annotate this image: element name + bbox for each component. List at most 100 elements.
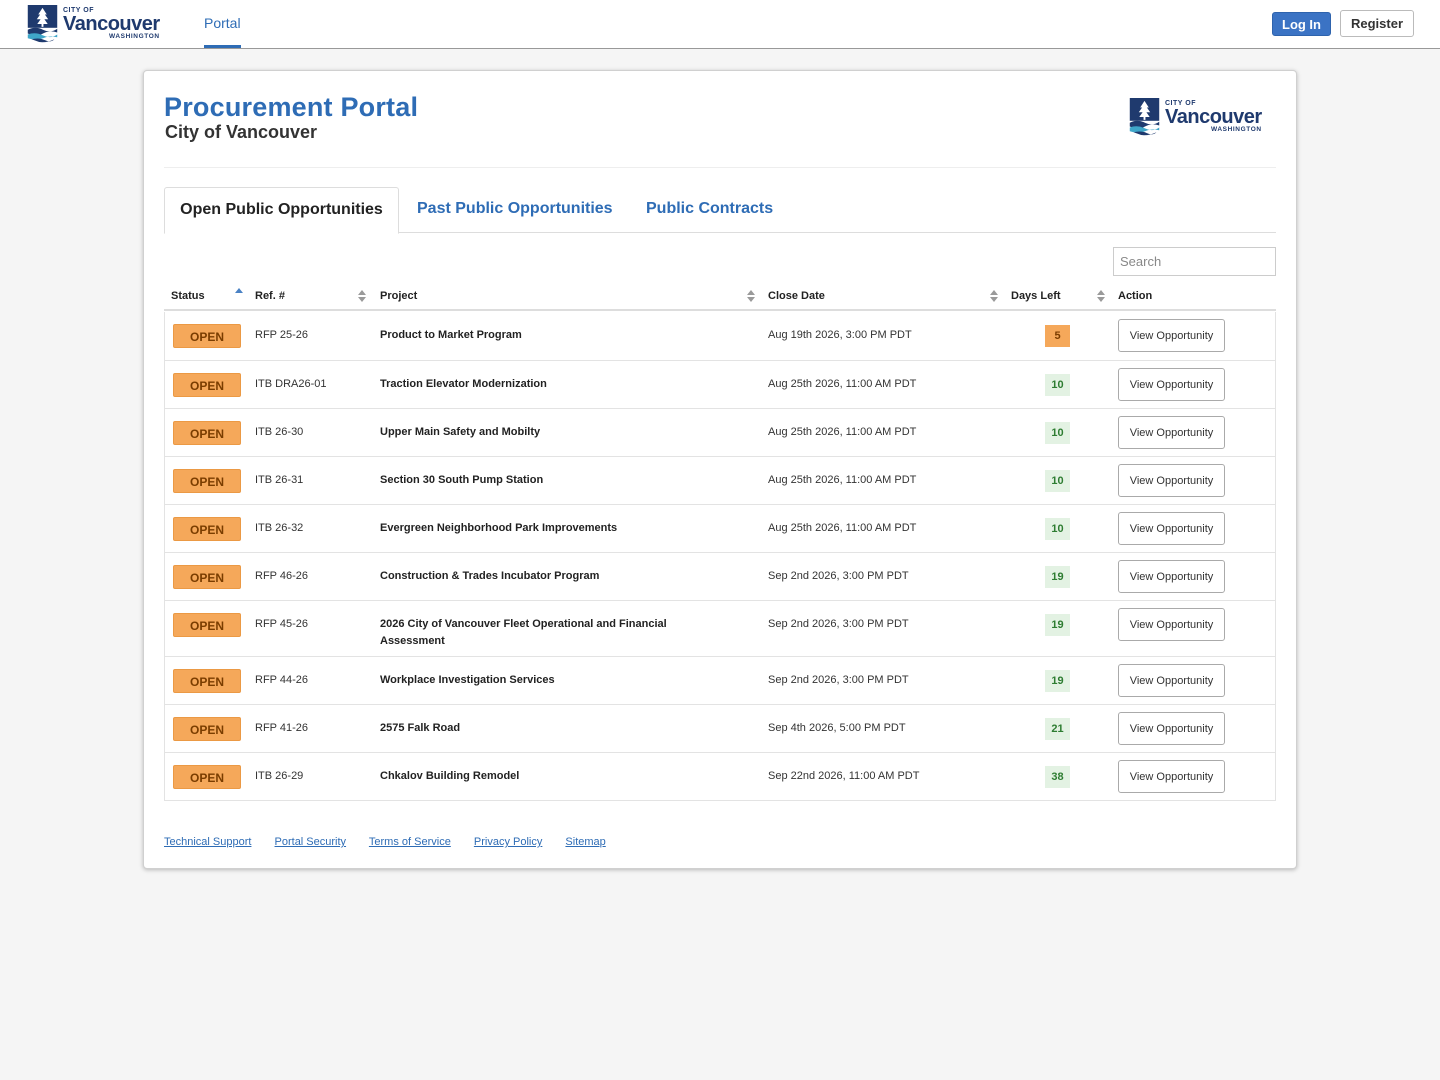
- tab-past-public-opportunities[interactable]: Past Public Opportunities: [417, 200, 613, 217]
- table-row: OPEN ITB 26-30 Upper Main Safety and Mobil…: [165, 408, 1275, 456]
- nav-portal[interactable]: Portal: [204, 0, 241, 48]
- header-divider: [164, 167, 1276, 168]
- days-left-badge: 5: [1045, 325, 1070, 347]
- ref-number: RFP 45-26: [255, 618, 308, 630]
- sort-asc-icon[interactable]: [235, 288, 243, 301]
- status-badge: OPEN: [173, 324, 241, 348]
- column-ref[interactable]: Ref. #: [255, 290, 285, 302]
- opportunity-tabs: Open Public Opportunities Past Public Op…: [164, 187, 1276, 234]
- logo-state: WASHINGTON: [109, 33, 160, 41]
- ref-number: ITB 26-31: [255, 474, 304, 486]
- view-opportunity-button[interactable]: View Opportunity: [1118, 512, 1225, 545]
- project-name: Product to Market Program: [380, 329, 522, 341]
- table-row: OPEN ITB DRA26-01 Traction Elevator Modern…: [165, 360, 1275, 408]
- view-opportunity-button[interactable]: View Opportunity: [1118, 368, 1225, 401]
- ref-number: RFP 25-26: [255, 329, 308, 341]
- city-logo[interactable]: CITY OF Vancouver WASHINGTON: [27, 5, 160, 43]
- footer-link-privacy-policy[interactable]: Privacy Policy: [473, 836, 543, 848]
- top-navbar: CITY OF Vancouver WASHINGTON Portal Log …: [0, 0, 1440, 49]
- register-button[interactable]: Register: [1340, 10, 1414, 37]
- project-name: Chkalov Building Remodel: [380, 770, 520, 782]
- view-opportunity-button[interactable]: View Opportunity: [1118, 608, 1225, 641]
- status-badge: OPEN: [173, 373, 241, 397]
- login-button[interactable]: Log In: [1272, 12, 1331, 36]
- ref-number: RFP 41-26: [255, 722, 308, 734]
- column-project[interactable]: Project: [380, 290, 418, 302]
- view-opportunity-button[interactable]: View Opportunity: [1118, 560, 1225, 593]
- column-status[interactable]: Status: [171, 290, 205, 302]
- page-title: Procurement Portal: [164, 92, 419, 122]
- view-opportunity-button[interactable]: View Opportunity: [1118, 760, 1225, 793]
- city-emblem-icon: [27, 5, 58, 43]
- project-name: Workplace Investigation Services: [380, 674, 555, 686]
- column-days-left[interactable]: Days Left: [1011, 290, 1061, 302]
- footer-link-terms-of-service[interactable]: Terms of Service: [368, 836, 451, 848]
- footer-link-sitemap[interactable]: Sitemap: [565, 836, 606, 848]
- close-date: Sep 4th 2026, 5:00 PM PDT: [768, 722, 906, 734]
- view-opportunity-button[interactable]: View Opportunity: [1118, 416, 1225, 449]
- status-badge: OPEN: [173, 469, 241, 493]
- procurement-card: Procurement Portal City of Vancouver CIT…: [143, 70, 1297, 869]
- status-badge: OPEN: [173, 613, 241, 637]
- table-row: OPEN RFP 45-26 2026 City of Vancouver Flee…: [165, 600, 1275, 656]
- logo-state: WASHINGTON: [1211, 126, 1262, 134]
- days-left-badge: 19: [1045, 670, 1070, 692]
- table-row: OPEN ITB 26-29 Chkalov Building Remodel Sep…: [165, 752, 1275, 800]
- column-action: Action: [1118, 290, 1153, 302]
- card-city-logo: CITY OF Vancouver WASHINGTON: [1129, 98, 1262, 136]
- ref-number: ITB 26-32: [255, 522, 304, 534]
- footer-link-portal-security[interactable]: Portal Security: [274, 836, 347, 848]
- ref-number: RFP 44-26: [255, 674, 308, 686]
- table-row: OPEN RFP 41-26 2575 Falk Road Sep 4th 2026,…: [165, 704, 1275, 752]
- footer-link-technical-support[interactable]: Technical Support: [164, 836, 252, 848]
- view-opportunity-button[interactable]: View Opportunity: [1118, 712, 1225, 745]
- table-row: OPEN RFP 46-26 Construction & Trades Incub…: [165, 552, 1275, 600]
- ref-number: ITB DRA26-01: [255, 378, 327, 390]
- close-date: Aug 25th 2026, 11:00 AM PDT: [768, 522, 917, 534]
- ref-number: ITB 26-30: [255, 426, 304, 438]
- project-name: Section 30 South Pump Station: [380, 474, 544, 486]
- project-name: 2575 Falk Road: [380, 722, 461, 734]
- table-row: OPEN RFP 25-26 Product to Market Program Au…: [165, 312, 1275, 360]
- days-left-badge: 10: [1045, 518, 1070, 540]
- sort-icon[interactable]: [358, 290, 366, 303]
- close-date: Sep 2nd 2026, 3:00 PM PDT: [768, 570, 909, 582]
- status-badge: OPEN: [173, 517, 241, 541]
- view-opportunity-button[interactable]: View Opportunity: [1118, 664, 1225, 697]
- ref-number: ITB 26-29: [255, 770, 304, 782]
- logo-city-of: CITY OF: [1165, 100, 1196, 108]
- tab-open-public-opportunities[interactable]: Open Public Opportunities: [164, 187, 399, 234]
- logo-city-of: CITY OF: [63, 7, 94, 15]
- sort-icon[interactable]: [990, 290, 998, 303]
- view-opportunity-button[interactable]: View Opportunity: [1118, 319, 1225, 352]
- sort-icon[interactable]: [1097, 290, 1105, 303]
- close-date: Aug 25th 2026, 11:00 AM PDT: [768, 426, 917, 438]
- logo-name: Vancouver: [1165, 106, 1262, 129]
- status-badge: OPEN: [173, 717, 241, 741]
- days-left-badge: 10: [1045, 470, 1070, 492]
- close-date: Aug 25th 2026, 11:00 AM PDT: [768, 378, 917, 390]
- close-date: Aug 25th 2026, 11:00 AM PDT: [768, 474, 917, 486]
- table-row: OPEN ITB 26-31 Section 30 South Pump Stati…: [165, 456, 1275, 504]
- status-badge: OPEN: [173, 669, 241, 693]
- close-date: Sep 22nd 2026, 11:00 AM PDT: [768, 770, 920, 782]
- days-left-badge: 10: [1045, 422, 1070, 444]
- status-badge: OPEN: [173, 565, 241, 589]
- view-opportunity-button[interactable]: View Opportunity: [1118, 464, 1225, 497]
- table-header: Status Ref. # Project Close Date Days Le…: [164, 283, 1276, 311]
- tab-public-contracts[interactable]: Public Contracts: [646, 200, 774, 217]
- project-name: Upper Main Safety and Mobilty: [380, 426, 541, 438]
- days-left-badge: 19: [1045, 614, 1070, 636]
- project-name: Evergreen Neighborhood Park Improvements: [380, 522, 618, 534]
- search-input[interactable]: [1113, 247, 1276, 276]
- project-name: Construction & Trades Incubator Program: [380, 570, 600, 582]
- column-close-date[interactable]: Close Date: [768, 290, 825, 302]
- close-date: Sep 2nd 2026, 3:00 PM PDT: [768, 674, 909, 686]
- days-left-badge: 38: [1045, 766, 1070, 788]
- sort-icon[interactable]: [747, 290, 755, 303]
- status-badge: OPEN: [173, 765, 241, 789]
- table-row: OPEN ITB 26-32 Evergreen Neighborhood Park…: [165, 504, 1275, 552]
- footer-links: Technical Support Portal Security Terms …: [164, 836, 626, 848]
- project-name: Traction Elevator Modernization: [380, 378, 547, 390]
- project-name: 2026 City of Vancouver Fleet Operational…: [380, 618, 667, 647]
